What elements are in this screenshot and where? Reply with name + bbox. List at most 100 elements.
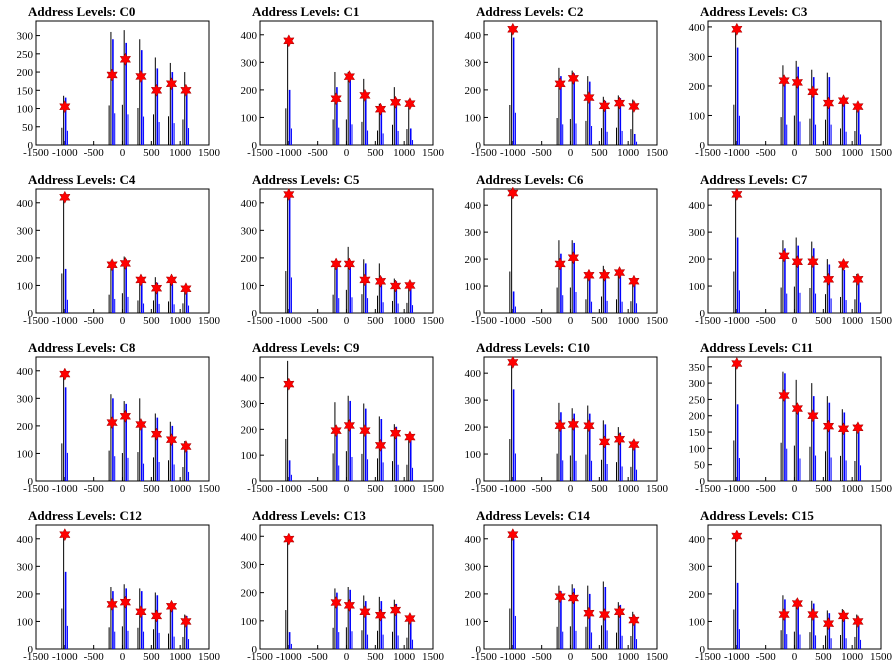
- chart-title: Address Levels: C6: [476, 172, 584, 187]
- chart-svg: 0 100 200 300 400 -1500 -1000 -500 0 500 1000 1500: [465, 186, 669, 327]
- y-tick-label: 100: [465, 281, 482, 293]
- red-star-icon: [343, 70, 356, 84]
- y-tick-label: 100: [17, 616, 34, 628]
- y-tick-label: 400: [17, 366, 34, 378]
- y-tick-label: 350: [689, 362, 706, 374]
- y-tick-label: 400: [241, 198, 258, 210]
- x-tick-label: 1000: [841, 315, 864, 327]
- y-tick-label: 400: [689, 534, 706, 546]
- chart-panel: 0 100 200 300 400 -1500 -1000 -500 0 500 1000 1500 A…: [224, 168, 448, 336]
- x-tick-label: 1000: [169, 315, 192, 327]
- x-tick-label: -1500: [471, 147, 497, 159]
- y-tick-label: 0: [252, 644, 258, 656]
- x-tick-label: 0: [344, 147, 350, 159]
- y-tick-label: 200: [689, 254, 706, 266]
- x-tick-label: -1500: [695, 651, 721, 663]
- red-star-icon: [404, 430, 416, 444]
- red-star-icon: [165, 433, 178, 447]
- x-tick-label: 0: [568, 315, 574, 327]
- red-star-icon: [150, 609, 163, 623]
- x-tick-label: 0: [792, 483, 798, 495]
- y-tick-label: 300: [689, 51, 706, 63]
- red-star-icon: [554, 257, 566, 271]
- y-tick-label: 400: [465, 368, 482, 380]
- y-tick-label: 0: [252, 476, 258, 488]
- chart-panel: 0 100 200 300 400 -1500 -1000 -500 0 500 1000 1500 A…: [448, 168, 672, 336]
- red-star-icon: [165, 273, 178, 287]
- red-star-icon: [404, 611, 416, 626]
- chart-panel: 0 100 200 300 400 -1500 -1000 -500 0 500 1000 1500 A…: [672, 0, 896, 168]
- y-tick-label: 200: [17, 67, 34, 79]
- red-star-icon: [180, 282, 192, 296]
- y-tick-label: 300: [689, 561, 706, 573]
- red-star-icon: [852, 272, 864, 286]
- red-star-icon: [343, 598, 356, 612]
- x-tick-label: -1000: [500, 651, 526, 663]
- red-star-icon: [822, 419, 835, 433]
- red-star-icon: [807, 255, 819, 269]
- x-tick-label: 1000: [617, 315, 640, 327]
- x-tick-label: -1500: [695, 147, 721, 159]
- red-star-icon: [507, 355, 519, 369]
- x-tick-label: -500: [532, 483, 553, 495]
- red-star-icon: [283, 187, 295, 202]
- y-tick-label: 400: [17, 198, 34, 210]
- x-tick-label: 1000: [841, 651, 864, 663]
- y-tick-label: 300: [17, 561, 34, 573]
- red-star-icon: [567, 591, 580, 605]
- x-tick-label: -500: [532, 147, 553, 159]
- x-tick-label: 0: [568, 651, 574, 663]
- x-tick-label: 500: [367, 147, 384, 159]
- red-star-icon: [507, 186, 519, 200]
- red-star-icon: [852, 100, 864, 114]
- chart-title: Address Levels: C13: [252, 508, 366, 523]
- x-tick-label: 1500: [422, 651, 445, 663]
- red-star-icon: [822, 272, 835, 286]
- y-tick-label: 300: [241, 57, 258, 69]
- x-tick-label: 500: [367, 483, 384, 495]
- x-tick-label: -1500: [23, 147, 49, 159]
- chart-panel: 0 100 200 300 400 -1500 -1000 -500 0 500 1000 1500 A…: [224, 504, 448, 672]
- y-tick-label: 0: [28, 308, 34, 320]
- chart-svg: 0 100 200 300 400 -1500 -1000 -500 0 500 1000 1500: [17, 356, 221, 495]
- y-tick-label: 0: [252, 308, 258, 320]
- x-tick-label: -1000: [52, 147, 78, 159]
- x-tick-label: 500: [143, 147, 160, 159]
- x-tick-label: 500: [591, 651, 608, 663]
- x-tick-label: -1000: [276, 483, 302, 495]
- red-star-icon: [59, 190, 71, 204]
- red-star-icon: [583, 91, 595, 105]
- y-tick-label: 100: [465, 616, 482, 628]
- red-star-icon: [731, 529, 743, 543]
- x-tick-label: 1000: [169, 147, 192, 159]
- red-star-icon: [567, 417, 580, 431]
- x-tick-label: -500: [756, 483, 777, 495]
- red-star-icon: [165, 77, 178, 91]
- x-tick-label: -1500: [247, 147, 273, 159]
- x-tick-label: 500: [591, 147, 608, 159]
- red-star-icon: [374, 608, 387, 622]
- chart-svg: 0 100 200 300 400 -1500 -1000 -500 0 500 1000 1500: [17, 188, 221, 327]
- y-tick-label: 100: [17, 448, 34, 460]
- y-tick-label: 400: [689, 22, 706, 34]
- chart-panel: 0 100 200 300 400 -1500 -1000 -500 0 500 1000 1500 A…: [672, 168, 896, 336]
- y-tick-label: 100: [241, 112, 258, 124]
- y-tick-label: 250: [17, 49, 34, 61]
- x-tick-label: -1000: [500, 483, 526, 495]
- chart-panel: 0 100 200 300 400 -1500 -1000 -500 0 500 1000 1500 A…: [448, 336, 672, 504]
- chart-title: Address Levels: C5: [252, 172, 360, 187]
- x-tick-label: -500: [308, 483, 329, 495]
- y-tick-label: 200: [241, 424, 258, 436]
- x-tick-label: 1000: [393, 147, 416, 159]
- red-star-icon: [807, 85, 819, 99]
- y-tick-label: 0: [28, 476, 34, 488]
- x-tick-label: -500: [84, 483, 105, 495]
- chart-title: Address Levels: C12: [28, 508, 142, 523]
- y-tick-label: 200: [17, 253, 34, 265]
- y-tick-label: 200: [465, 254, 482, 266]
- x-tick-label: 0: [568, 147, 574, 159]
- y-tick-label: 300: [465, 57, 482, 69]
- chart-svg: 0 100 200 300 400 -1500 -1000 -500 0 500 1000 1500: [241, 356, 445, 495]
- red-star-icon: [507, 22, 519, 36]
- red-star-icon: [628, 613, 640, 627]
